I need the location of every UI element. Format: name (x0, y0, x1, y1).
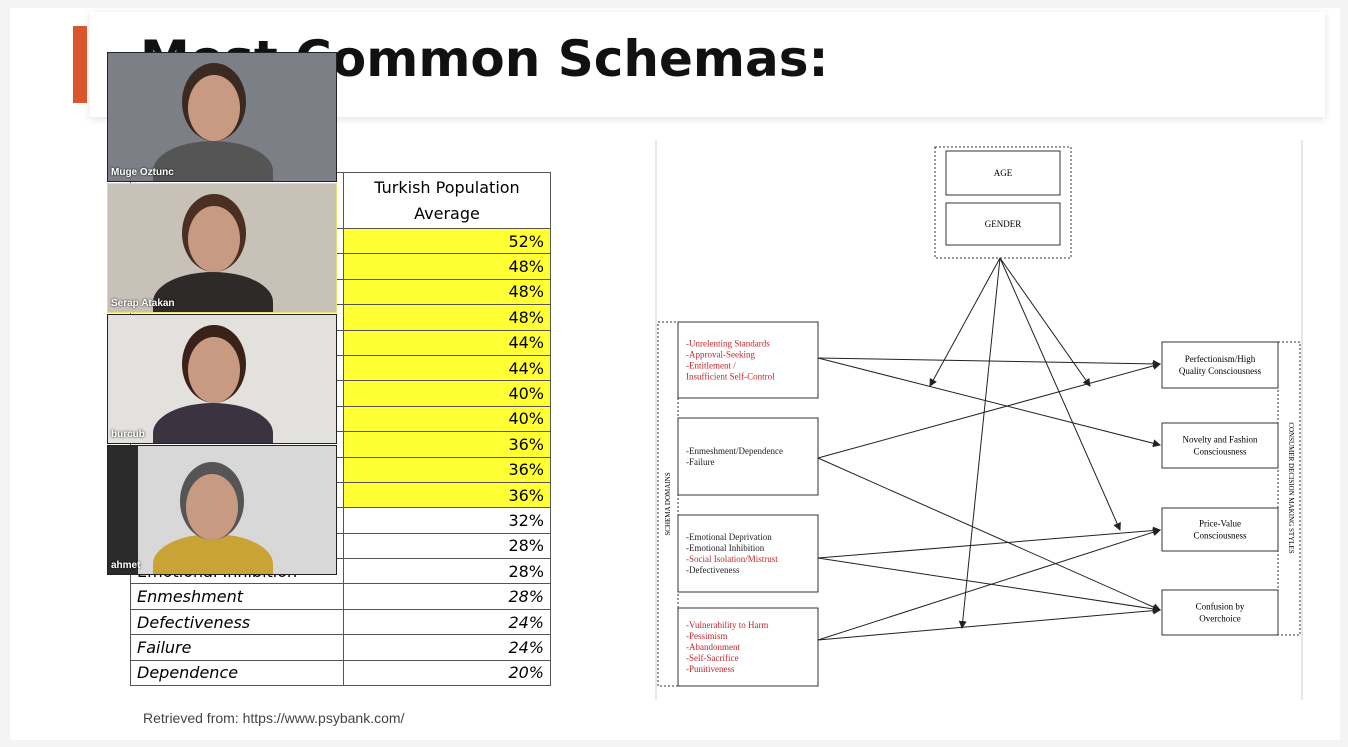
style-label: Perfectionism/High (1185, 354, 1256, 364)
domain-item: -Pessimism (686, 631, 728, 641)
domain-item: -Approval-Seeking (686, 350, 755, 360)
box-label: AGE (994, 168, 1013, 178)
group-label: SCHEMA DOMAINS (664, 472, 672, 535)
column-header: Turkish Population Average (343, 172, 551, 229)
domain-item: -Self-Sacrifice (686, 653, 738, 663)
average-cell: 36% (343, 481, 551, 509)
average-cell: 24% (343, 608, 551, 636)
video-feed (138, 446, 336, 574)
person (188, 206, 240, 272)
video-tile: ahmet (107, 445, 337, 575)
domain-box (677, 417, 819, 496)
arrows (817, 257, 1161, 641)
style-label: Quality Consciousness (1179, 366, 1262, 376)
domain-item: -Vulnerability to Harm (686, 620, 768, 630)
domain-item: -Enmeshment/Dependence (686, 446, 783, 456)
average-cell: 52% (343, 227, 551, 255)
schema-cell: Dependence (130, 659, 344, 687)
source: Retrieved from: https://www.psybank.com/ (143, 710, 405, 726)
domain-item: -Defectiveness (686, 565, 740, 575)
person (188, 75, 240, 141)
domain-item: -Emotional Deprivation (686, 532, 772, 542)
accent-bar (73, 26, 87, 103)
domain-item: -Emotional Inhibition (686, 543, 765, 553)
average-cell: 40% (343, 380, 551, 407)
style-label: Overchoice (1199, 614, 1240, 624)
video-tile: Muge Oztunc (107, 52, 337, 182)
domain-item: Insufficient Self-Control (686, 372, 775, 382)
domain-item: -Abandonment (686, 642, 740, 652)
schema-cell: Enmeshment (130, 583, 344, 610)
participant-name: Serap Atakan (111, 298, 175, 309)
group-label: CONSUMER DECISION MAKING STYLES (1287, 422, 1295, 553)
average-cell: 36% (343, 456, 551, 483)
box (945, 202, 1061, 246)
style-box (1161, 341, 1279, 389)
table-row: Enmeshment 28% (130, 583, 551, 610)
bracket (1277, 341, 1301, 636)
schema-cell: Failure (130, 634, 344, 661)
video-feed (108, 315, 336, 443)
video-feed (108, 53, 336, 181)
person (186, 474, 238, 540)
average-cell: 48% (343, 253, 551, 280)
domain-item: -Failure (686, 457, 715, 467)
person (188, 337, 240, 403)
average-cell: 36% (343, 431, 551, 458)
average-cell: 20% (343, 659, 551, 687)
style-box (1161, 422, 1279, 469)
participant-name: ahmet (111, 560, 141, 571)
average-cell: 28% (343, 583, 551, 610)
domain-item: -Punitiveness (686, 664, 735, 674)
person (153, 534, 273, 574)
style-label: Consciousness (1193, 447, 1247, 457)
average-cell: 40% (343, 405, 551, 433)
table-row: Failure 24% (130, 634, 551, 661)
domain-box (677, 514, 819, 593)
average-cell: 48% (343, 304, 551, 331)
demographics-group (934, 146, 1072, 259)
style-box (1161, 507, 1279, 552)
video-tile: Serap Atakan (107, 183, 337, 313)
video-tile: burcub (107, 314, 337, 444)
style-label: Confusion by (1196, 602, 1245, 612)
bracket (657, 321, 679, 687)
domain-item: -Unrelenting Standards (686, 339, 770, 349)
participant-name: burcub (111, 429, 145, 440)
domain-item: -Social Isolation/Mistrust (686, 554, 778, 564)
participant-name: Muge Oztunc (111, 167, 174, 178)
style-label: Novelty and Fashion (1183, 435, 1258, 445)
average-cell: 44% (343, 354, 551, 382)
average-cell: 24% (343, 634, 551, 661)
average-cell: 28% (343, 532, 551, 560)
domain-item: -Entitlement / (686, 361, 736, 371)
average-cell: 48% (343, 278, 551, 306)
style-box (1161, 589, 1279, 636)
domain-box (677, 321, 819, 399)
person (153, 403, 273, 443)
domain-box (677, 607, 819, 687)
box (945, 150, 1061, 196)
style-label: Consciousness (1193, 531, 1247, 541)
person (153, 272, 273, 312)
style-label: Price-Value (1199, 519, 1241, 529)
table-row: Dependence 20% (130, 659, 551, 687)
person (153, 141, 273, 181)
video-feed (108, 184, 336, 312)
average-cell: 32% (343, 507, 551, 534)
box-label: GENDER (985, 219, 1022, 229)
